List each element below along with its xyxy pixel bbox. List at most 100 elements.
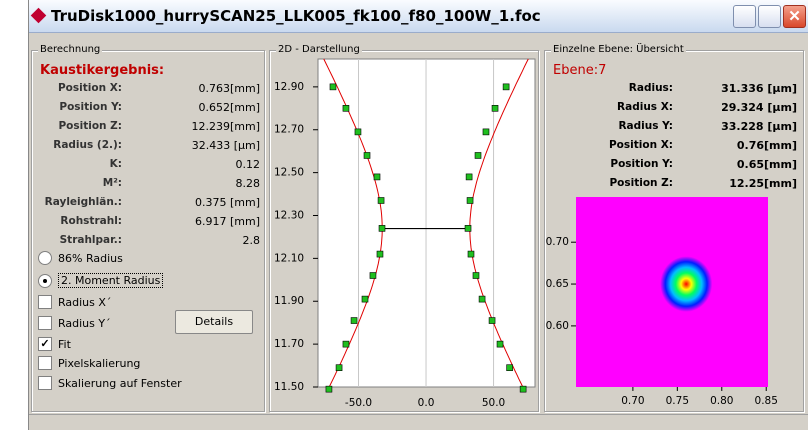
checkbox[interactable]: [38, 316, 52, 330]
y-tick-label: 12.70: [274, 124, 304, 136]
data-point: [379, 225, 385, 231]
radio-option[interactable]: 2. Moment Radius: [38, 273, 163, 288]
x-tick-label: 0.75: [666, 395, 689, 407]
data-point: [475, 152, 481, 158]
data-point: [492, 105, 498, 111]
y-tick-label: 0.65: [546, 278, 569, 290]
window-title: TruDisk1000_hurrySCAN25_LLK005_fk100_f80…: [51, 7, 541, 25]
data-point: [467, 197, 473, 203]
row-label: Radius Y:: [563, 120, 673, 132]
y-tick-label: 0.70: [546, 236, 569, 248]
data-point: [489, 318, 495, 324]
y-tick-label: 0.60: [546, 320, 569, 332]
y-tick-label: 12.10: [274, 252, 304, 264]
row-value: 12.25[mm]: [687, 177, 797, 190]
data-point: [370, 273, 376, 279]
row-value: 12.239[mm]: [170, 120, 260, 133]
checkbox[interactable]: [38, 356, 52, 370]
heading: Kaustikergebnis:: [40, 63, 164, 78]
checkbox-option[interactable]: Pixelskalierung: [38, 356, 140, 370]
checkbox-label: Skalierung auf Fenster: [58, 377, 182, 390]
row-label: Position X:: [12, 82, 122, 94]
row-value: 6.917 [mm]: [170, 215, 260, 228]
data-point: [355, 129, 361, 135]
data-point: [473, 273, 479, 279]
details-button[interactable]: Details: [175, 310, 253, 334]
x-tick-label: 50.0: [482, 397, 505, 409]
x-tick-label: 0.80: [710, 395, 733, 407]
radio-button[interactable]: [38, 251, 52, 265]
row-value: 0.763[mm]: [170, 82, 260, 95]
row-label: Strahlpar.:: [12, 234, 122, 246]
row-value: 0.652[mm]: [170, 101, 260, 114]
row-label: Position Z:: [12, 120, 122, 132]
y-tick-label: 12.90: [274, 81, 304, 93]
data-point: [374, 174, 380, 180]
checkbox[interactable]: [38, 295, 52, 309]
checkbox[interactable]: [38, 376, 52, 390]
data-point: [465, 225, 471, 231]
y-tick-label: 12.50: [274, 167, 304, 179]
row-label: Position Z:: [563, 177, 673, 189]
checkbox-option[interactable]: Skalierung auf Fenster: [38, 376, 182, 390]
maximize-button[interactable]: [758, 5, 781, 28]
row-label: Position Y:: [563, 158, 673, 170]
data-point: [336, 365, 342, 371]
data-point: [507, 365, 513, 371]
row-value: 32.433 [µm]: [170, 139, 260, 152]
beam-spot: [660, 256, 712, 312]
data-point: [520, 386, 526, 392]
data-point: [468, 251, 474, 257]
checkbox-label: Pixelskalierung: [58, 357, 140, 370]
data-point: [330, 84, 336, 90]
data-point: [351, 318, 357, 324]
row-value: 0.65[mm]: [687, 158, 797, 171]
checkbox-label: Radius Y´: [58, 317, 111, 330]
x-tick-label: 0.85: [755, 395, 778, 407]
data-point: [362, 296, 368, 302]
status-bar: [29, 414, 808, 431]
row-label: Radius (2.):: [12, 139, 122, 151]
checkbox[interactable]: ✓: [38, 337, 52, 351]
radio-option[interactable]: 86% Radius: [38, 251, 123, 265]
row-value: 33.228 [µm]: [687, 120, 797, 133]
y-tick-label: 11.50: [274, 381, 304, 393]
data-point: [466, 174, 472, 180]
checkbox-option[interactable]: ✓Fit: [38, 337, 71, 351]
calculation-group: Berechnung Kaustikergebnis: Details Posi…: [31, 50, 265, 412]
caustic-chart: -50.00.050.012.9012.7012.5012.3012.1011.…: [270, 51, 538, 409]
radio-button[interactable]: [38, 274, 52, 288]
row-value: 29.324 [µm]: [687, 101, 797, 114]
checkbox-option[interactable]: Radius X´: [38, 295, 111, 309]
row-value: 31.336 [µm]: [687, 82, 797, 95]
row-label: Rohstrahl:: [12, 215, 122, 227]
data-point: [497, 341, 503, 347]
close-button[interactable]: ✕: [783, 5, 806, 28]
row-label: M²:: [12, 177, 122, 189]
row-value: 0.12: [170, 158, 260, 171]
title-bar: TruDisk1000_hurrySCAN25_LLK005_fk100_f80…: [29, 0, 808, 33]
row-value: 0.375 [mm]: [170, 196, 260, 209]
data-point: [326, 386, 332, 392]
row-value: 8.28: [170, 177, 260, 190]
checkbox-option[interactable]: Radius Y´: [38, 316, 111, 330]
checkbox-label: Radius X´: [58, 296, 111, 309]
row-label: K:: [12, 158, 122, 170]
radio-label: 86% Radius: [58, 252, 123, 265]
row-label: Radius X:: [563, 101, 673, 113]
minimize-button[interactable]: [733, 5, 756, 28]
group-title: Berechnung: [38, 44, 102, 55]
x-tick-label: 0.0: [418, 397, 435, 409]
row-label: Rayleighlän.:: [12, 196, 122, 208]
y-tick-label: 12.30: [274, 209, 304, 221]
data-point: [377, 251, 383, 257]
data-point: [483, 129, 489, 135]
app-window: TruDisk1000_hurrySCAN25_LLK005_fk100_f80…: [28, 0, 808, 430]
y-tick-label: 11.90: [274, 295, 304, 307]
row-value: 0.76[mm]: [687, 139, 797, 152]
data-point: [343, 105, 349, 111]
radio-label: 2. Moment Radius: [58, 273, 163, 288]
y-tick-label: 11.70: [274, 338, 304, 350]
